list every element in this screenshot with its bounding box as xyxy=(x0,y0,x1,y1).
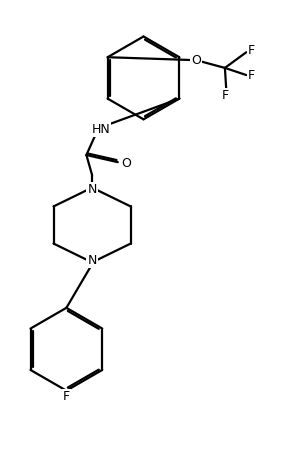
Text: HN: HN xyxy=(91,123,110,136)
Text: N: N xyxy=(88,254,97,267)
Text: O: O xyxy=(191,54,201,67)
Text: N: N xyxy=(88,183,97,196)
Text: F: F xyxy=(248,68,255,81)
Text: F: F xyxy=(221,90,228,103)
Text: F: F xyxy=(248,44,255,57)
Text: F: F xyxy=(63,390,70,403)
Text: O: O xyxy=(121,157,131,170)
